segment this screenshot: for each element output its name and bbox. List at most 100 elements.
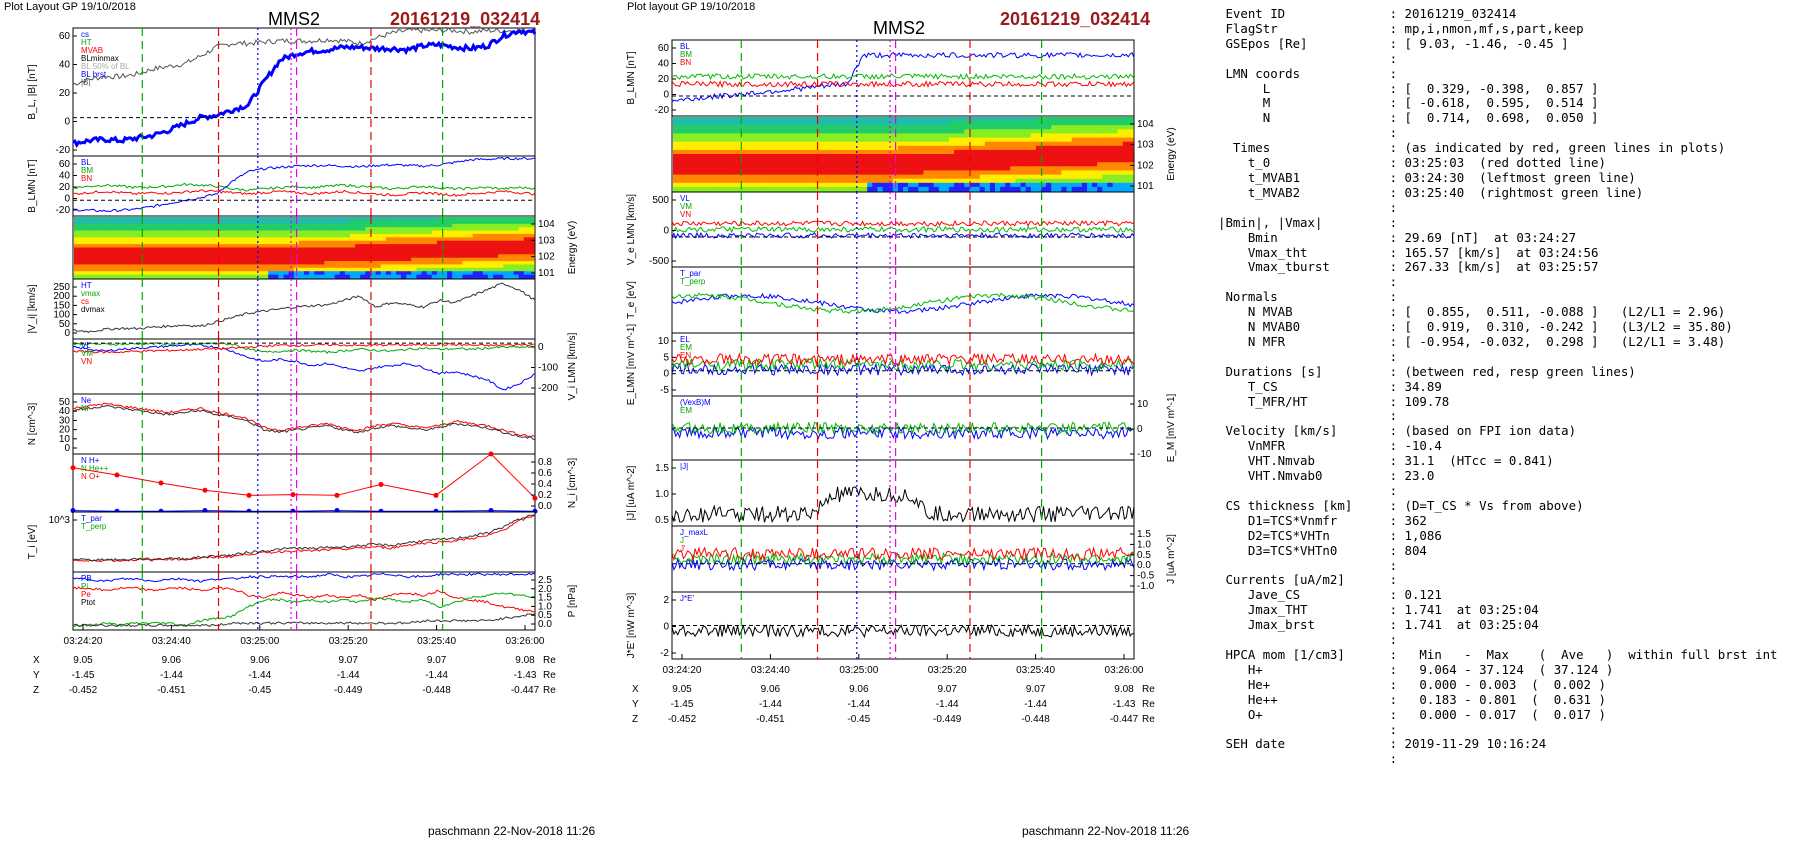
- middle-panel-9-legend-0: J*E': [680, 594, 694, 603]
- left-panel-9-ytick-right: 1.0: [538, 601, 552, 612]
- middle-pos-Z-4: -0.448: [1021, 714, 1050, 725]
- left-pos-Y-5: -1.43: [514, 670, 537, 681]
- middle-pos-unit-Z: Re: [1142, 714, 1155, 725]
- left-panel-6-ytick-left: 20: [59, 425, 71, 436]
- middle-pos-Z-3: -0.449: [933, 714, 962, 725]
- left-panel-4-legend-0: HT: [81, 281, 92, 290]
- middle-panel-1-series-1: [671, 72, 1135, 81]
- left-panel-3-ytick-right: 104: [538, 219, 555, 230]
- middle-pos-label-X: X: [632, 684, 639, 695]
- left-panel-1-ytick-left: 20: [59, 88, 71, 99]
- left-panel-4-ytick-left: 250: [53, 282, 70, 293]
- middle-panel-2-spectrogram: [673, 117, 1134, 192]
- left-pos-Y-3: -1.44: [337, 670, 360, 681]
- left-panel-6-frame: [72, 393, 536, 455]
- left-panel-5-series-0: [72, 343, 536, 391]
- left-panel-9-legend-1: Pi: [81, 582, 88, 591]
- middle-panel-3-frame: [671, 191, 1135, 268]
- left-panel-3-spectrogram: [74, 217, 535, 279]
- left-panel-8-ylabel: T_i [eV]: [27, 525, 38, 560]
- middle-pos-X-5: 9.08: [1114, 684, 1134, 695]
- left-pos-X-4: 9.07: [427, 655, 447, 666]
- left-panel-6-ylabel: N [cm^-3]: [27, 403, 38, 446]
- middle-panel-4-ylabel: T_e [eV]: [626, 281, 637, 319]
- middle-panel-3-legend-1: VM: [680, 202, 692, 211]
- left-panel-4-ytick-left: 100: [53, 310, 70, 321]
- middle-panel-4-legend-1: T_perp: [680, 277, 706, 286]
- middle-panel-8-legend-2: J': [680, 544, 686, 553]
- left-panel-8-legend-0: T_par: [81, 514, 102, 523]
- middle-panel-1-ytick-left: 0: [663, 90, 669, 101]
- middle-xtick-0: 03:24:20: [663, 665, 702, 676]
- left-panel-2-series-0: [72, 156, 536, 213]
- left-panel-5-legend-0: VL: [81, 341, 91, 350]
- middle-plot-header: Plot layout GP 19/10/2018: [627, 1, 756, 13]
- left-panel-2-legend-2: BN: [81, 174, 92, 183]
- left-panel-6-ytick-left: 40: [59, 406, 71, 417]
- left-probe-title: MMS2: [268, 9, 321, 29]
- left-panel-7-ytick-right: 0.0: [538, 501, 552, 512]
- left-pos-X-2: 9.06: [250, 655, 270, 666]
- middle-panel-5-ylabel: E_LMN [mV m^-1]: [626, 324, 637, 406]
- left-panel-3-ytick-right: 101: [538, 268, 555, 279]
- left-panel-1-legend-4: BL 50% of BL: [81, 62, 130, 71]
- middle-panel-1-ytick-left: 20: [658, 74, 670, 85]
- middle-pos-X-4: 9.07: [1026, 684, 1046, 695]
- left-panel-7-legend-1: N He++: [81, 464, 109, 473]
- middle-panel-5-legend-1: EM: [680, 343, 692, 352]
- middle-panel-7-frame: [671, 459, 1135, 527]
- middle-panel-9-ylabel: J*E' [nW m^-3]: [626, 593, 637, 659]
- left-xtick-3: 03:25:20: [329, 636, 368, 647]
- left-panel-6-series-1: [72, 405, 536, 440]
- left-xtick-0: 03:24:20: [64, 636, 103, 647]
- middle-pos-X-0: 9.05: [672, 684, 692, 695]
- left-panel-6-legend-1: Ni: [81, 404, 89, 413]
- middle-panel-8-ytick-right: 1.5: [1137, 529, 1151, 540]
- left-panel-7-legend-2: N O+: [81, 472, 100, 481]
- event-info-text: Event ID : 20161219_032414 FlagStr : mp,…: [1218, 6, 1778, 767]
- left-footer: paschmann 22-Nov-2018 11:26: [428, 824, 596, 838]
- middle-panel-8-ytick-right: 0.0: [1137, 560, 1151, 571]
- left-pos-label-Z: Z: [33, 685, 39, 696]
- left-xtick-4: 03:25:40: [417, 636, 456, 647]
- left-panel-5-legend-2: VN: [81, 357, 92, 366]
- middle-panel-8-legend-1: J: [680, 536, 684, 545]
- left-panel-1-ylabel: B_L, |B| [nT]: [27, 64, 38, 119]
- left-panel-4-series-0: [72, 282, 536, 334]
- left-panel-8-series-0: [72, 514, 536, 562]
- left-panel-9-ytick-right: 2.5: [538, 575, 552, 586]
- left-panel-5-frame: [72, 338, 536, 395]
- middle-panel-1-ytick-left: -20: [655, 105, 670, 116]
- left-pos-Y-2: -1.44: [248, 670, 271, 681]
- left-panel-3-ylabel: Energy (eV): [567, 221, 578, 274]
- left-pos-X-1: 9.06: [162, 655, 182, 666]
- left-panel-1-legend-0: cs: [81, 30, 89, 39]
- left-panel-1-legend-2: MVAB: [81, 46, 103, 55]
- middle-panel-7-legend-0: |J|: [680, 462, 688, 471]
- middle-panel-8-ytick-right: -0.5: [1137, 571, 1155, 582]
- middle-xtick-3: 03:25:20: [928, 665, 967, 676]
- middle-pos-X-2: 9.06: [849, 684, 869, 695]
- left-panel-5-ytick-right: -100: [538, 363, 558, 374]
- middle-panel-8-ylabel: J [uA m^-2]: [1166, 534, 1177, 584]
- middle-pos-label-Y: Y: [632, 699, 639, 710]
- left-panel-4-ylabel: |V_i| [km/s]: [27, 284, 38, 333]
- middle-panel-7-series-0: [671, 486, 1135, 524]
- middle-pos-unit-X: Re: [1142, 684, 1155, 695]
- left-panel-7-legend-0: N H+: [81, 456, 100, 465]
- left-panel-3-ytick-right: 103: [538, 235, 555, 246]
- middle-panel-6-legend-1: EM: [680, 406, 692, 415]
- middle-footer: paschmann 22-Nov-2018 11:26: [1022, 824, 1190, 838]
- left-panel-9-series-0: [72, 572, 536, 583]
- middle-xtick-1: 03:24:40: [751, 665, 790, 676]
- left-panel-7-point: [378, 481, 384, 487]
- left-panel-5-legend-1: VM: [81, 349, 93, 358]
- left-pos-X-5: 9.08: [515, 655, 535, 666]
- middle-panel-9-series-0: [671, 623, 1134, 639]
- left-panel-6-series-0: [72, 402, 536, 438]
- left-pos-Z-4: -0.448: [422, 685, 451, 696]
- left-panel-9-ytick-right: 1.5: [538, 593, 552, 604]
- middle-panel-8-ytick-right: -1.0: [1137, 581, 1155, 592]
- middle-panel-5-legend-0: EL: [680, 335, 690, 344]
